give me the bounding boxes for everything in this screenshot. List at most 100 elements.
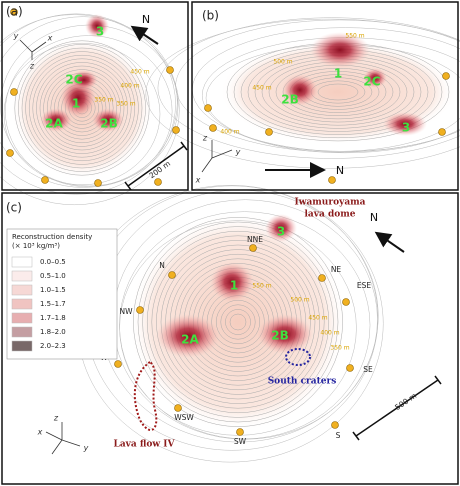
label: SW [234, 437, 247, 446]
station [10, 88, 18, 96]
contour [28, 54, 136, 162]
label: 350 m [116, 101, 135, 108]
label: 3 [402, 121, 410, 135]
label: 2A [181, 333, 199, 347]
label: Reconstruction density [12, 233, 92, 241]
label: N [370, 211, 378, 224]
station [265, 128, 273, 136]
label: 550 m [345, 33, 364, 40]
label: 350 m [94, 97, 113, 104]
station [442, 72, 450, 80]
density-blob [92, 108, 124, 132]
label: 1 [230, 279, 238, 293]
label: 400 m [120, 83, 139, 90]
label: 200 m [147, 159, 172, 180]
label: z [202, 134, 208, 143]
label: 2C [65, 73, 82, 87]
label: 2B [100, 117, 118, 131]
arrows [124, 25, 442, 441]
station [249, 244, 257, 252]
label: S [336, 431, 341, 440]
contour [229, 313, 247, 331]
label: NE [331, 265, 342, 274]
label: 350 m [330, 345, 349, 352]
density-blob [363, 68, 387, 88]
density-blob [70, 70, 98, 90]
legend-swatch [11, 298, 33, 310]
station [168, 271, 176, 279]
label: y [235, 148, 241, 157]
label: 450 m [130, 69, 149, 76]
contour [0, 14, 180, 206]
station [331, 421, 339, 429]
density-blob [40, 108, 72, 132]
axes-glyphs [19, 39, 233, 455]
contour [142, 226, 334, 418]
contour [0, 13, 176, 195]
contour [175, 19, 460, 153]
label: 3 [277, 225, 285, 239]
contour [220, 304, 256, 340]
label: 500 m [393, 391, 418, 412]
label: lava dome [305, 210, 356, 220]
density-blob [282, 74, 318, 106]
label: 1 [334, 67, 342, 81]
label: NW [119, 307, 133, 316]
label: N [159, 261, 165, 270]
label: (a) [6, 5, 23, 19]
label: 1.7–1.8 [40, 314, 66, 322]
label: 400 m [220, 129, 239, 136]
label: (c) [6, 201, 22, 215]
label: 1 [72, 97, 80, 111]
density-blob [257, 314, 313, 354]
label: Lava flow IV [114, 440, 176, 450]
legend-swatch [11, 326, 33, 338]
label: 2.0–2.3 [40, 342, 66, 350]
label: x [37, 428, 43, 437]
station [342, 298, 350, 306]
density-blob [265, 214, 297, 242]
label: 1.5–1.7 [40, 300, 66, 308]
label: Iwamuroyama [294, 198, 365, 208]
station [136, 306, 144, 314]
station [318, 274, 326, 282]
panel-c-frame [1, 192, 459, 485]
station [166, 66, 174, 74]
station [209, 124, 217, 132]
density-blob [310, 32, 370, 68]
label: 400 m [320, 330, 339, 337]
label: y [83, 444, 89, 453]
density-blob [210, 262, 254, 302]
contour [39, 65, 125, 151]
label: 500 m [290, 297, 309, 304]
label: 450 m [308, 315, 327, 322]
legend-swatch [11, 256, 33, 268]
contour [137, 221, 339, 423]
label: x [47, 34, 53, 43]
contour [160, 244, 316, 400]
contour [151, 235, 325, 409]
contour [119, 211, 371, 440]
label: 500 m [273, 59, 292, 66]
label: 2C [363, 75, 380, 89]
contours [0, 13, 460, 463]
station [328, 176, 336, 184]
legend-swatch [11, 284, 33, 296]
contour [3, 42, 161, 186]
label: 450 m [252, 85, 271, 92]
station [172, 126, 180, 134]
legend-swatch [11, 340, 33, 352]
label: 2B [271, 329, 289, 343]
contour [32, 58, 132, 158]
label: 3 [96, 25, 104, 39]
label: NNE [247, 235, 263, 244]
label: ESE [357, 281, 371, 290]
contour [157, 17, 460, 159]
label: 1.0–1.5 [40, 286, 66, 294]
station [154, 178, 162, 186]
contour [156, 240, 320, 404]
panel-a-frame [1, 1, 189, 191]
label: (b) [202, 9, 219, 23]
